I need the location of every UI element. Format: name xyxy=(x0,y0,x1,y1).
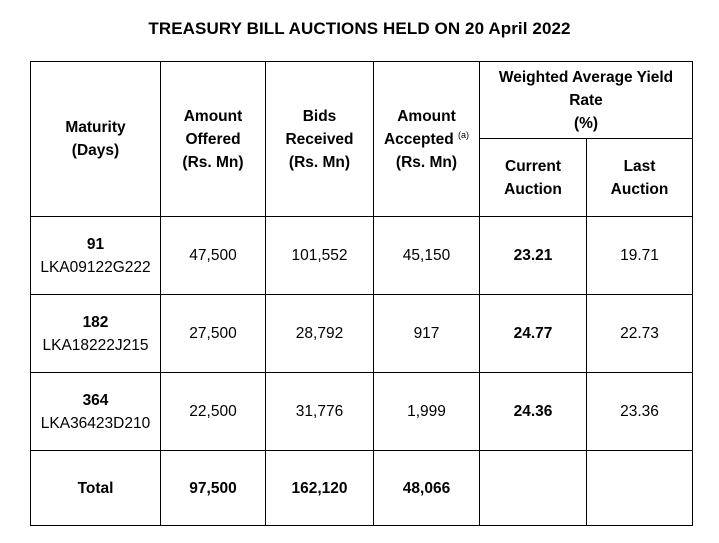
footnote-marker: (a) xyxy=(458,129,470,140)
header-row-top: Maturity (Days) Amount Offered (Rs. Mn) Bid… xyxy=(30,61,694,217)
table-row: 182 LKA18222J215 27,500 28,792 917 24.77 … xyxy=(30,294,694,373)
maturity-cell: 182 LKA18222J215 xyxy=(30,294,161,373)
total-last-auction-empty xyxy=(585,450,694,526)
header-bids-received: Bids Received (Rs. Mn) xyxy=(265,61,374,217)
total-current-auction-empty xyxy=(479,450,587,526)
bids-received-cell: 31,776 xyxy=(265,372,374,451)
amount-accepted-cell: 45,150 xyxy=(373,216,480,295)
header-maturity: Maturity (Days) xyxy=(30,61,161,217)
total-bids-received: 162,120 xyxy=(265,450,374,526)
bids-received-cell: 101,552 xyxy=(265,216,374,295)
total-amount-accepted: 48,066 xyxy=(373,450,480,526)
auction-table: Maturity (Days) Amount Offered (Rs. Mn) Bid… xyxy=(30,61,694,526)
current-auction-cell: 24.36 xyxy=(479,372,587,451)
current-auction-cell: 24.77 xyxy=(479,294,587,373)
amount-offered-cell: 47,500 xyxy=(160,216,266,295)
bids-received-cell: 28,792 xyxy=(265,294,374,373)
last-auction-cell: 22.73 xyxy=(585,294,694,373)
amount-offered-cell: 27,500 xyxy=(160,294,266,373)
table-row: 91 LKA09122G222 47,500 101,552 45,150 23.… xyxy=(30,216,694,295)
current-auction-cell: 23.21 xyxy=(479,216,587,295)
table-row: 364 LKA36423D210 22,500 31,776 1,999 24.3… xyxy=(30,372,694,451)
last-auction-cell: 23.36 xyxy=(585,372,694,451)
header-weighted-average-yield: Weighted Average Yield Rate (%) xyxy=(478,61,694,139)
header-amount-accepted: Amount Accepted (a) (Rs. Mn) xyxy=(373,61,480,217)
maturity-cell: 364 LKA36423D210 xyxy=(30,372,161,451)
header-current-auction: Current Auction xyxy=(479,138,587,217)
maturity-cell: 91 LKA09122G222 xyxy=(30,216,161,295)
header-last-auction: Last Auction xyxy=(585,138,694,217)
header-amount-offered: Amount Offered (Rs. Mn) xyxy=(160,61,266,217)
amount-accepted-cell: 917 xyxy=(373,294,480,373)
header-row-bottom: Current Auction Last Auction xyxy=(31,138,694,217)
amount-offered-cell: 22,500 xyxy=(160,372,266,451)
amount-accepted-cell: 1,999 xyxy=(373,372,480,451)
total-amount-offered: 97,500 xyxy=(160,450,266,526)
last-auction-cell: 19.71 xyxy=(585,216,694,295)
total-label: Total xyxy=(30,450,161,526)
total-row: Total 97,500 162,120 48,066 xyxy=(30,450,694,526)
page-title: TREASURY BILL AUCTIONS HELD ON 20 April … xyxy=(148,19,571,38)
